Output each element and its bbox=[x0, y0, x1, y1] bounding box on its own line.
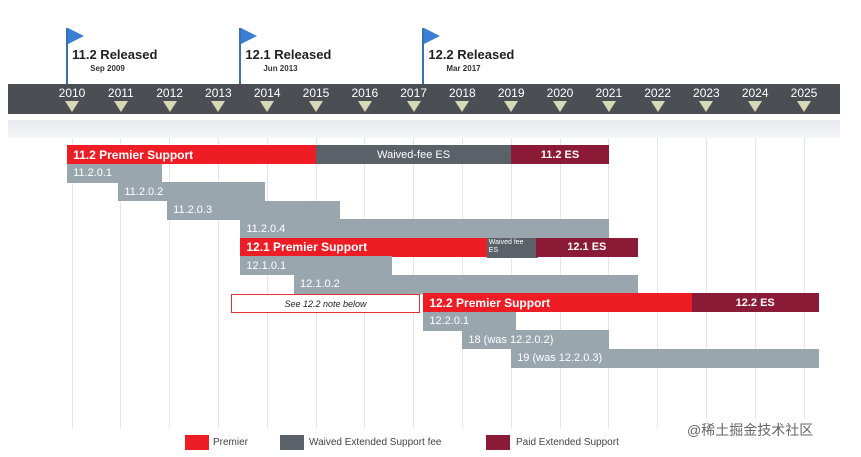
gridline bbox=[71, 138, 73, 428]
patch-bar: 12.1.0.2 bbox=[294, 274, 639, 294]
patch-bar: 11.2.0.1 bbox=[67, 163, 163, 183]
release-flag-icon bbox=[241, 28, 258, 44]
release-date: Jun 2013 bbox=[263, 64, 298, 73]
bar-label: 12.2 Premier Support bbox=[429, 295, 551, 310]
year-marker-triangle bbox=[406, 101, 421, 112]
premier-bar: 12.1 Premier Support bbox=[240, 237, 487, 257]
year-tick-label: 2013 bbox=[205, 86, 232, 100]
year-marker-triangle bbox=[260, 101, 275, 112]
year-tick-label: 2012 bbox=[156, 86, 183, 100]
year-marker-triangle bbox=[699, 101, 714, 112]
bar-label: 12.1 Premier Support bbox=[246, 240, 368, 254]
bar-label: 12.1 ES bbox=[567, 241, 607, 253]
year-tick-label: 2024 bbox=[741, 86, 769, 100]
release-flag-pole bbox=[239, 28, 242, 84]
bar-label: 12.2 ES bbox=[735, 296, 775, 309]
legend-label: Premier bbox=[213, 437, 249, 448]
release-title: 12.1 Released bbox=[245, 47, 332, 62]
year-tick-label: 2015 bbox=[302, 86, 330, 100]
release-flag-pole bbox=[422, 28, 425, 84]
gridline bbox=[705, 138, 707, 428]
bar-label: 12.1.0.1 bbox=[246, 259, 287, 272]
gridline bbox=[217, 138, 219, 428]
year-tick-label: 2025 bbox=[790, 86, 818, 100]
gridline bbox=[266, 138, 268, 428]
year-tick-label: 2022 bbox=[644, 86, 671, 100]
legend-swatch-waived bbox=[280, 435, 304, 450]
year-tick-label: 2010 bbox=[58, 86, 86, 100]
year-marker-triangle bbox=[357, 101, 372, 112]
gridline bbox=[754, 138, 756, 428]
year-marker-triangle bbox=[601, 101, 616, 112]
release-title: 11.2 Released bbox=[72, 47, 158, 62]
bar-label: Waived fee ES bbox=[488, 238, 524, 254]
year-tick-label: 2019 bbox=[497, 86, 525, 100]
paid-bar: 12.1 ES bbox=[535, 237, 639, 257]
release-date: Sep 2009 bbox=[90, 64, 125, 73]
bar-label: 11.2 Premier Support bbox=[73, 147, 194, 162]
year-tick-label: 2017 bbox=[400, 86, 427, 100]
gridline bbox=[803, 138, 805, 428]
legend-swatch-paid bbox=[486, 435, 510, 450]
bar-label: 11.2 ES bbox=[540, 148, 580, 161]
gridline bbox=[120, 138, 122, 428]
year-marker-triangle bbox=[553, 101, 567, 112]
year-marker-triangle bbox=[309, 101, 323, 112]
waived-bar: Waived-fee ES bbox=[316, 145, 512, 164]
year-marker-triangle bbox=[113, 101, 128, 112]
bar-label: 18 (was 12.2.0.2) bbox=[468, 333, 554, 346]
release-flag-icon bbox=[68, 28, 85, 44]
bar-label: 12.2.0.1 bbox=[429, 315, 470, 327]
paid-bar: 11.2 ES bbox=[511, 145, 609, 164]
waived-bar: Waived fee ES bbox=[486, 237, 538, 258]
bar-label: 11.2.0.3 bbox=[173, 204, 213, 216]
bar-label: 12.1.0.2 bbox=[300, 278, 340, 290]
year-tick-label: 2021 bbox=[595, 86, 623, 100]
year-marker-triangle bbox=[748, 101, 763, 112]
premier-bar: 12.2 Premier Support bbox=[423, 293, 692, 312]
patch-bar: 11.2.0.4 bbox=[240, 219, 609, 238]
legend-label: Paid Extended Support bbox=[516, 437, 619, 448]
gridline bbox=[169, 138, 171, 428]
release-flag-pole bbox=[66, 28, 69, 84]
year-marker-triangle bbox=[455, 101, 470, 112]
year-tick-label: 2023 bbox=[693, 86, 720, 100]
year-tick-label: 2011 bbox=[107, 86, 134, 100]
watermark: @稀土掘金技术社区 bbox=[683, 418, 833, 442]
year-marker-triangle bbox=[797, 101, 811, 112]
patch-bar: 11.2.0.3 bbox=[167, 200, 341, 220]
patch-bar: 12.2.0.1 bbox=[423, 311, 517, 331]
bar-label: 11.2.0.2 bbox=[124, 185, 164, 198]
patch-bar: 19 (was 12.2.0.3) bbox=[511, 348, 819, 368]
year-tick-label: 2018 bbox=[449, 86, 476, 100]
patch-bar: 18 (was 12.2.0.2) bbox=[462, 330, 609, 349]
year-marker-triangle bbox=[650, 101, 665, 112]
release-title: 12.2 Released bbox=[428, 47, 515, 62]
premier-bar: 11.2 Premier Support bbox=[67, 145, 316, 164]
bar-label: 19 (was 12.2.0.3) bbox=[517, 352, 603, 364]
bar-label: 11.2.0.1 bbox=[73, 167, 113, 179]
patch-bar: 11.2.0.2 bbox=[118, 182, 265, 201]
bar-label: 11.2.0.4 bbox=[246, 222, 286, 235]
year-tick-label: 2020 bbox=[546, 86, 574, 100]
legend-swatch-premier bbox=[185, 435, 209, 450]
year-marker-triangle bbox=[162, 101, 177, 112]
year-tick-label: 2014 bbox=[253, 86, 281, 100]
year-marker-triangle bbox=[211, 101, 226, 112]
patch-bar: 12.1.0.1 bbox=[240, 256, 392, 275]
year-marker-triangle bbox=[65, 101, 79, 112]
gridline bbox=[657, 138, 659, 428]
release-flag-icon bbox=[424, 28, 441, 44]
paid-bar: 12.2 ES bbox=[691, 293, 819, 312]
bar-label: Waived-fee ES bbox=[377, 148, 451, 161]
timeline-shade-band bbox=[8, 120, 840, 138]
year-marker-triangle bbox=[504, 101, 519, 112]
legend-label: Waived Extended Support fee bbox=[309, 437, 442, 448]
note-box: See 12.2 note below bbox=[230, 294, 421, 313]
year-tick-label: 2016 bbox=[351, 86, 379, 100]
release-date: Mar 2017 bbox=[446, 64, 481, 73]
